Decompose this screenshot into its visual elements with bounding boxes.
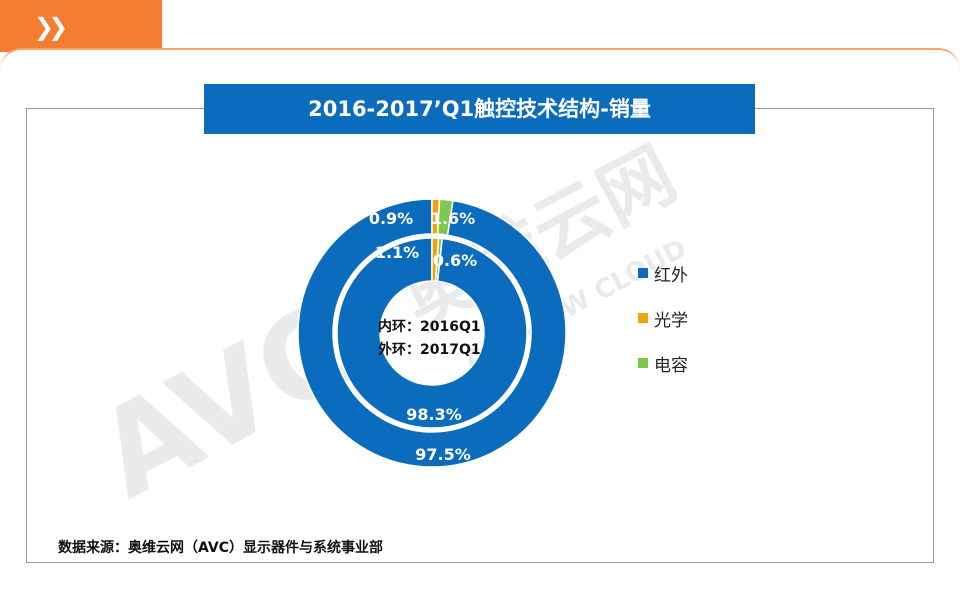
header-band [0,48,960,90]
chart-title: 2016-2017’Q1触控技术结构-销量 [204,84,755,134]
legend-swatch [638,358,648,368]
legend-label: 电容 [654,355,688,376]
legend-item-光学: 光学 [638,307,688,331]
inner-data-label-红外: 98.3% [406,405,462,424]
inner-ring-slice-电容 [434,237,443,283]
legend-label: 红外 [654,265,688,286]
inner-data-label-电容: 0.6% [433,251,477,270]
header-tab: ❯❯ [0,0,162,52]
center-label-outer: 外环：2017Q1 [378,341,481,358]
chart-legend: 红外 光学 电容 [638,262,688,397]
outer-ring-slice-电容 [436,198,454,237]
legend-item-电容: 电容 [638,352,688,376]
outer-data-label-红外: 97.5% [415,445,471,464]
outer-data-label-光学: 0.9% [369,209,413,228]
legend-swatch [638,268,648,278]
center-label-inner: 内环：2016Q1 [378,318,481,335]
outer-ring-slice-红外 [297,198,567,468]
legend-item-红外: 红外 [638,262,688,286]
legend-label: 光学 [654,310,688,331]
inner-data-label-光学: 1.1% [375,243,419,262]
outer-data-label-电容: 1.6% [431,209,475,228]
inner-ring-slice-红外 [336,237,528,429]
legend-swatch [638,313,648,323]
data-source: 数据来源：奥维云网（AVC）显示器件与系统事业部 [58,540,383,556]
